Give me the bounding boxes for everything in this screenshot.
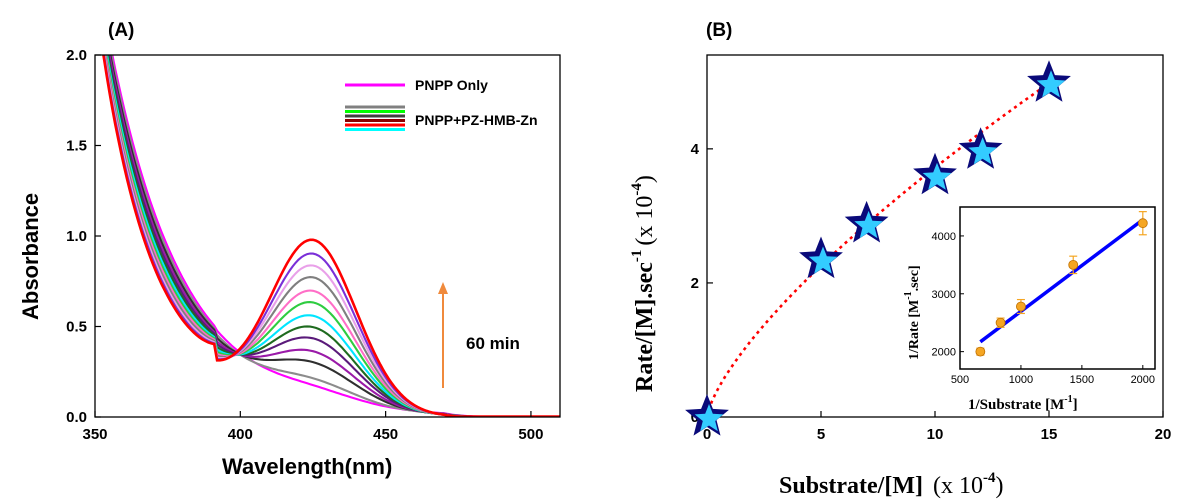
- absorbance-curve: [102, 55, 560, 417]
- panel-b-y-tick-label: 2: [691, 275, 699, 292]
- absorbance-curves: [102, 55, 560, 417]
- panel-a-y-tick-label: 1.5: [66, 138, 87, 155]
- absorbance-curve: [105, 55, 560, 417]
- panel-b-label: (B): [706, 20, 732, 41]
- inset-point: [995, 317, 1006, 328]
- absorbance-curve: [110, 55, 560, 417]
- panel-a-y-tick-label: 2.0: [66, 47, 87, 64]
- inset-y-tick-label: 3000: [932, 289, 956, 301]
- inset-x-axis-label: 1/Substrate [M-1]: [968, 394, 1078, 413]
- absorbance-curve: [104, 55, 560, 417]
- rate-point-star-highlight: [694, 404, 724, 432]
- absorbance-curve: [108, 55, 560, 417]
- inset-points: [975, 211, 1148, 357]
- panel-b-x-tick-label: 10: [927, 426, 944, 443]
- panel-a-y-tick-label: 0.5: [66, 319, 87, 336]
- rate-points: [685, 60, 1071, 436]
- inset-y-tick-label: 2000: [932, 347, 956, 359]
- rate-point-star-highlight: [1036, 70, 1066, 98]
- rate-point-star-highlight: [854, 210, 883, 239]
- inset-point: [1137, 218, 1148, 229]
- inset-x-ticks: 500 1000 1500 2000: [951, 365, 1155, 386]
- panel-a-x-tick-label: 500: [518, 426, 543, 443]
- rate-point-star-highlight: [968, 137, 997, 165]
- lineweaver-burk-inset: 500 1000 1500 2000 2000 3000 4000 1/Substrate…: [903, 206, 1156, 413]
- panel-a-frame: [94, 54, 561, 418]
- absorbance-curve: [106, 55, 560, 417]
- panel-b-x-tick-label: 5: [817, 426, 825, 443]
- rate-point-star-highlight: [808, 246, 838, 274]
- panel-a-label: (A): [108, 20, 134, 41]
- inset-point: [975, 346, 986, 357]
- inset-x-tick-label: 500: [951, 374, 969, 386]
- panel-a-y-tick-label: 0.0: [66, 409, 87, 426]
- panel-a-x-axis-label: Wavelength(nm): [222, 454, 392, 479]
- inset-point: [1016, 301, 1026, 312]
- panel-b-chart: (B) 0 5 10 15 20 0 2 4 Substrate/[M](x 10-4) R…: [629, 20, 1171, 499]
- inset-x-tick-label: 1000: [1009, 374, 1033, 386]
- legend-label-pnpp-only: PNPP Only: [415, 77, 488, 93]
- panel-a-legend: PNPP Only PNPP+PZ-HMB-Zn: [345, 77, 538, 131]
- inset-y-tick-label: 4000: [932, 231, 956, 243]
- inset-y-axis-label: 1/Rate [M-1.sec]: [903, 265, 922, 360]
- panel-a-x-tick-label: 450: [373, 426, 398, 443]
- absorbance-curve: [102, 55, 560, 417]
- time-arrow-head: [438, 282, 448, 294]
- panel-b-x-axis-label: Substrate/[M] (x 10-4): [779, 470, 1003, 499]
- absorbance-curve: [105, 55, 560, 417]
- panel-b-y-ticks: 024: [691, 141, 713, 426]
- panel-b-y-tick-label: 4: [691, 141, 700, 158]
- inset-fit-line: [979, 218, 1144, 344]
- rate-point-star-highlight: [922, 162, 952, 190]
- absorbance-curve: [109, 55, 560, 417]
- absorbance-curve: [107, 55, 560, 417]
- absorbance-curve: [111, 55, 560, 417]
- legend-swatch-pnpp-pz-hmb-zn: [345, 105, 405, 131]
- panel-b-x-tick-label: 15: [1041, 426, 1058, 443]
- absorbance-curve: [104, 55, 560, 417]
- panel-b-x-tick-label: 0: [703, 426, 711, 443]
- inset-x-tick-label: 2000: [1131, 374, 1155, 386]
- time-annotation: 60 min: [466, 334, 520, 353]
- panel-a-x-tick-label: 400: [228, 426, 253, 443]
- absorbance-curve: [103, 55, 560, 417]
- panel-b-y-axis-label: Rate/[M].sec-1(x 10-4): [629, 175, 658, 392]
- panel-b-x-tick-label: 20: [1155, 426, 1172, 443]
- panel-b-x-ticks: 0 5 10 15 20: [703, 411, 1172, 443]
- inset-point: [1068, 259, 1079, 270]
- panel-a-x-ticks: 350 400 450 500: [82, 411, 543, 443]
- rate-fit-curve: [705, 82, 1050, 418]
- panel-a-y-axis-label: Absorbance: [18, 193, 43, 320]
- legend-label-pnpp-pz-hmb-zn: PNPP+PZ-HMB-Zn: [415, 112, 538, 128]
- inset-y-ticks: 2000 3000 4000: [932, 231, 964, 359]
- panel-a-chart: (A) 350 400 450 500 0.0 0.5 1.0 1.5 2.0 Wavelen…: [18, 20, 561, 479]
- panel-a-y-ticks: 0.0 0.5 1.0 1.5 2.0: [66, 47, 101, 426]
- inset-x-tick-label: 1500: [1070, 374, 1094, 386]
- panel-a-x-tick-label: 350: [82, 426, 107, 443]
- panel-a-y-tick-label: 1.0: [66, 228, 87, 245]
